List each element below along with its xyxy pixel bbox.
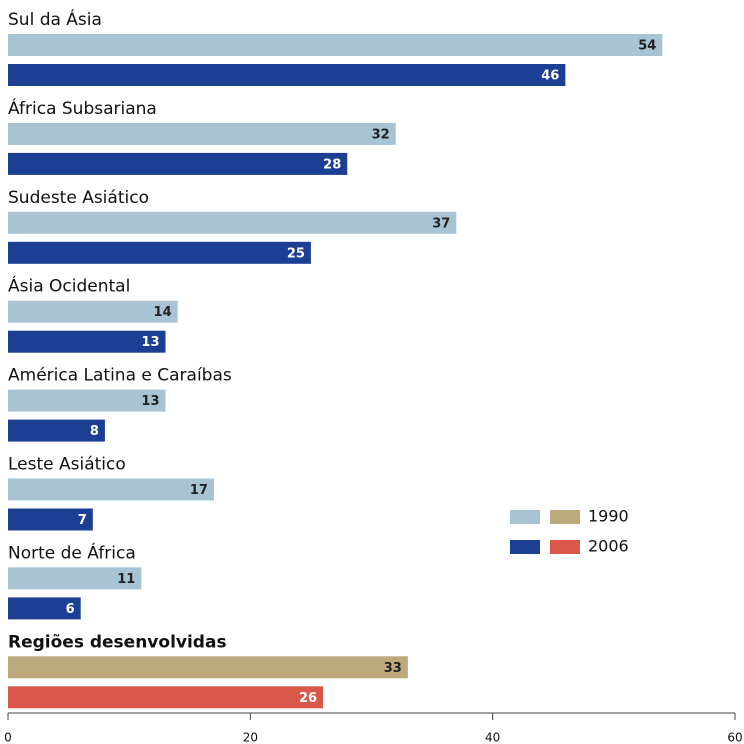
x-tick-label: 0 [4,731,12,744]
bar [8,686,324,709]
bar [8,389,166,412]
bar [8,64,566,86]
legend-swatch [510,540,540,554]
bar [8,567,142,590]
value-label: 28 [323,157,341,172]
value-label: 37 [432,216,450,231]
category-label: Norte de África [8,541,136,563]
legend-label: 1990 [588,507,629,526]
category-label: Regiões desenvolvidas [8,632,227,652]
bar [8,300,178,323]
category-label: Leste Asiático [8,455,126,475]
bar [8,597,81,620]
bar [8,211,457,234]
bar [8,419,105,442]
value-label: 13 [141,335,159,350]
value-label: 14 [154,305,172,320]
category-label: América Latina e Caraíbas [8,366,232,386]
legend-swatch [550,510,580,524]
category-label: Sul da Ásia [8,8,102,30]
x-tick-label: 60 [727,731,742,744]
value-label: 8 [90,424,99,439]
value-label: 6 [66,602,75,617]
x-tick-label: 20 [243,731,258,744]
value-label: 11 [117,572,135,587]
value-label: 26 [299,691,317,706]
category-label: Sudeste Asiático [8,188,149,208]
bar [8,34,663,56]
bar [8,656,408,679]
legend-swatch [510,510,540,524]
value-label: 46 [541,69,559,84]
bar [8,478,214,501]
legend-swatch [550,540,580,554]
bar [8,508,93,531]
value-label: 32 [372,127,390,142]
x-tick-label: 40 [485,731,500,744]
bar [8,330,166,353]
category-label: Ásia Ocidental [8,275,130,297]
bar [8,241,311,264]
value-label: 13 [141,394,159,409]
value-label: 54 [638,39,656,54]
bar [8,122,396,145]
value-label: 7 [78,513,87,528]
value-label: 33 [384,661,402,676]
legend-label: 2006 [588,537,629,556]
value-label: 17 [190,483,208,498]
bar [8,152,348,175]
value-label: 25 [287,246,305,261]
category-label: África Subsariana [8,97,157,119]
